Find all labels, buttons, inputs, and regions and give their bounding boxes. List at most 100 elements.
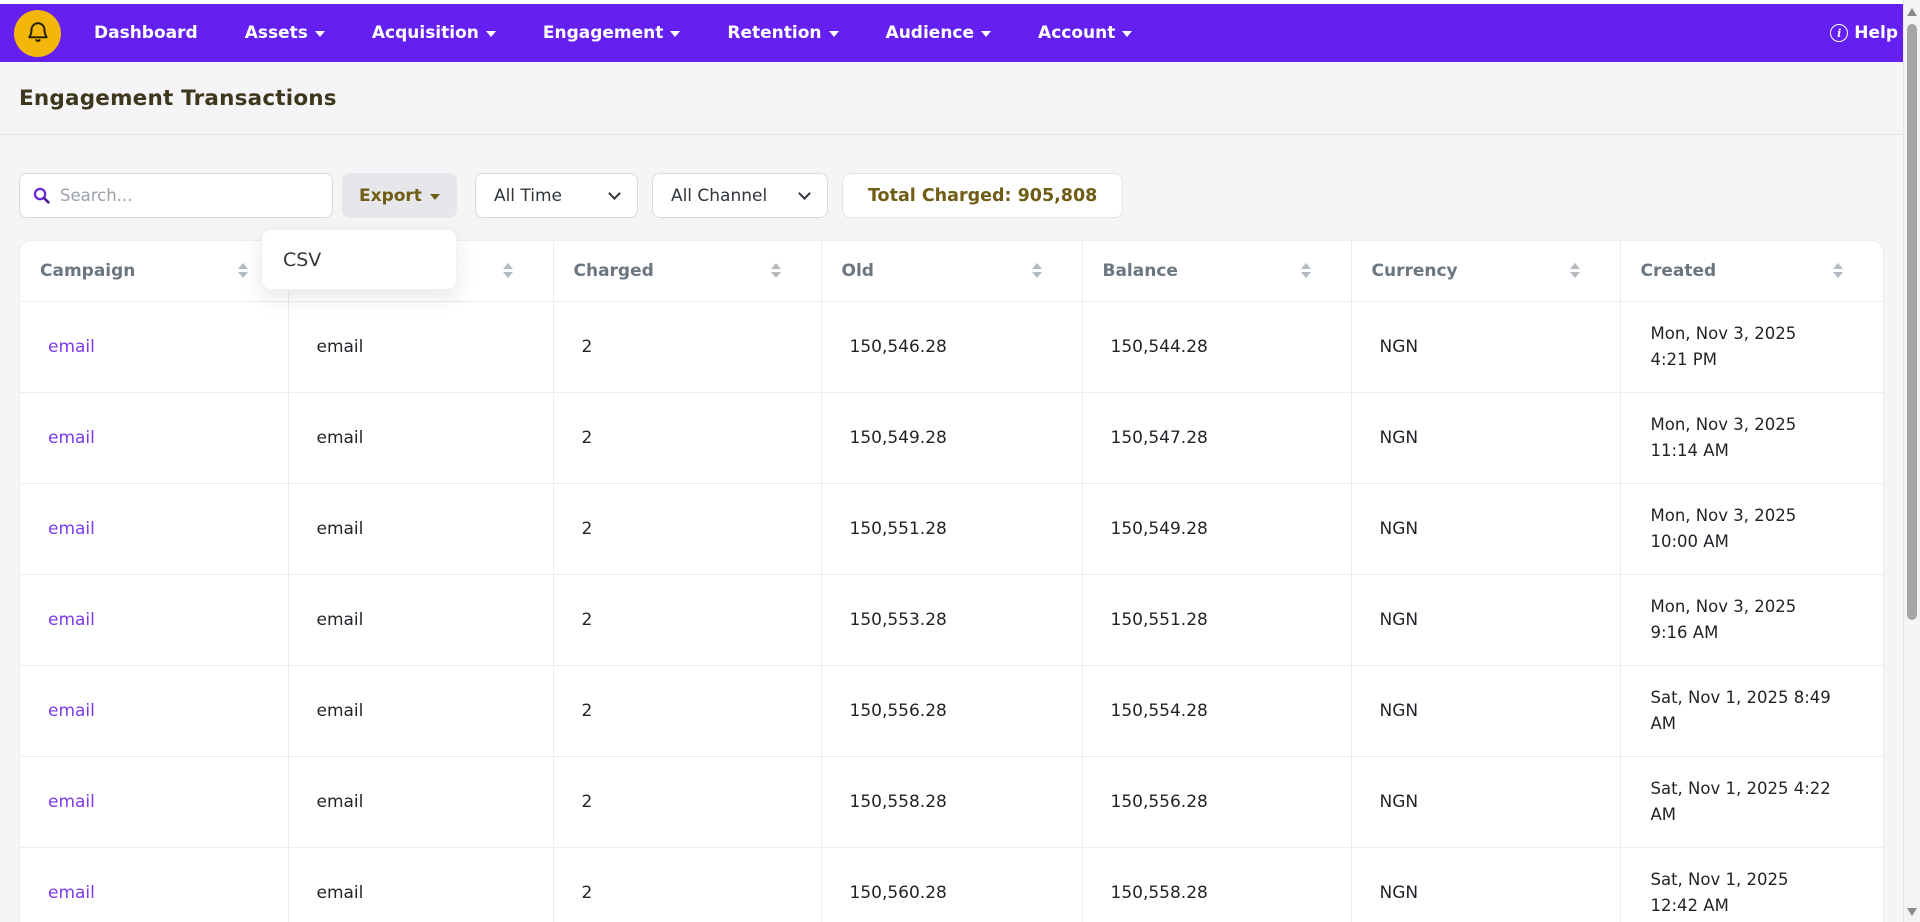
old-cell: 150,553.28 [821, 574, 1082, 665]
campaign-cell: email [20, 574, 288, 665]
table-body: emailemail2150,546.28150,544.28NGNMon, N… [20, 301, 1883, 922]
campaign-cell: email [20, 756, 288, 847]
column-label: Campaign [40, 261, 135, 281]
help-label: Help [1854, 23, 1898, 43]
transactions-table-card: Campaign Charged Old BalanceCurrency Created… [19, 240, 1884, 922]
help-button[interactable]: i Help [1830, 23, 1906, 43]
search-icon [32, 186, 51, 205]
created-cell: Sat, Nov 1, 2025 8:49 AM [1620, 665, 1883, 756]
caret-down-icon [315, 31, 325, 37]
column-header-balance[interactable]: Balance [1082, 241, 1351, 301]
scrollbar-down-arrow[interactable] [1907, 908, 1917, 916]
created-cell: Mon, Nov 3, 2025 4:21 PM [1620, 301, 1883, 392]
chevron-down-icon [798, 187, 811, 200]
bell-icon [25, 20, 51, 46]
campaign-link[interactable]: email [48, 337, 95, 357]
nav-item-assets[interactable]: Assets [245, 23, 325, 43]
time-filter-select[interactable]: All Time [475, 173, 638, 218]
notification-bell-button[interactable] [14, 10, 61, 57]
created-cell: Sat, Nov 1, 2025 12:42 AM [1620, 847, 1883, 922]
scrollbar-up-arrow[interactable] [1907, 8, 1917, 16]
column-header-charged[interactable]: Charged [553, 241, 821, 301]
campaign-link[interactable]: email [48, 701, 95, 721]
caret-down-icon [670, 31, 680, 37]
nav-item-account[interactable]: Account [1038, 23, 1132, 43]
charged-cell: 2 [553, 665, 821, 756]
nav-item-dashboard[interactable]: Dashboard [94, 23, 198, 43]
charged-cell: 2 [553, 301, 821, 392]
charged-cell: 2 [553, 574, 821, 665]
charged-cell: 2 [553, 756, 821, 847]
nav-item-label: Engagement [543, 23, 664, 43]
balance-cell: 150,547.28 [1082, 392, 1351, 483]
old-cell: 150,549.28 [821, 392, 1082, 483]
nav-item-engagement[interactable]: Engagement [543, 23, 681, 43]
export-button[interactable]: Export [342, 173, 457, 218]
table-row: emailemail2150,551.28150,549.28NGNMon, N… [20, 483, 1883, 574]
nav-item-label: Dashboard [94, 23, 198, 43]
old-cell: 150,546.28 [821, 301, 1082, 392]
time-filter-value: All Time [494, 186, 562, 206]
scrollbar-thumb[interactable] [1907, 24, 1917, 620]
channel-filter-value: All Channel [671, 186, 767, 206]
sort-icon[interactable] [503, 263, 513, 278]
charged-cell: 2 [553, 392, 821, 483]
filter-row: Export CSV All Time All Channel Total Ch… [19, 173, 1884, 218]
search-box [19, 173, 333, 218]
currency-cell: NGN [1351, 756, 1620, 847]
column-header-old[interactable]: Old [821, 241, 1082, 301]
table-row: emailemail2150,556.28150,554.28NGNSat, N… [20, 665, 1883, 756]
currency-cell: NGN [1351, 301, 1620, 392]
created-cell: Mon, Nov 3, 2025 9:16 AM [1620, 574, 1883, 665]
sort-icon[interactable] [238, 263, 248, 278]
campaign-cell: email [20, 665, 288, 756]
chevron-down-icon [608, 187, 621, 200]
search-input[interactable] [60, 186, 320, 205]
sort-icon[interactable] [1032, 263, 1042, 278]
column-header-campaign[interactable]: Campaign [20, 241, 288, 301]
sort-icon[interactable] [771, 263, 781, 278]
campaign-link[interactable]: email [48, 610, 95, 630]
channel-cell: email [288, 574, 553, 665]
campaign-link[interactable]: email [48, 883, 95, 903]
channel-cell: email [288, 392, 553, 483]
table-row: emailemail2150,560.28150,558.28NGNSat, N… [20, 847, 1883, 922]
campaign-link[interactable]: email [48, 428, 95, 448]
sort-icon[interactable] [1570, 263, 1580, 278]
column-header-currency[interactable]: Currency [1351, 241, 1620, 301]
transactions-table: Campaign Charged Old BalanceCurrency Created… [20, 241, 1883, 922]
old-cell: 150,560.28 [821, 847, 1082, 922]
caret-down-icon [981, 31, 991, 37]
page: Engagement Transactions Export CSV [0, 62, 1903, 922]
balance-cell: 150,558.28 [1082, 847, 1351, 922]
nav-item-retention[interactable]: Retention [727, 23, 838, 43]
nav-item-label: Acquisition [372, 23, 479, 43]
caret-down-icon [430, 194, 440, 200]
page-scrollbar[interactable] [1903, 0, 1920, 922]
sort-icon[interactable] [1301, 263, 1311, 278]
old-cell: 150,556.28 [821, 665, 1082, 756]
nav-item-audience[interactable]: Audience [886, 23, 992, 43]
channel-cell: email [288, 665, 553, 756]
column-label: Old [842, 261, 874, 281]
campaign-link[interactable]: email [48, 792, 95, 812]
old-cell: 150,551.28 [821, 483, 1082, 574]
campaign-cell: email [20, 392, 288, 483]
navbar: Dashboard Assets Acquisition Engagement Rete… [0, 4, 1920, 62]
export-csv-menu-item[interactable]: CSV [262, 249, 456, 271]
campaign-cell: email [20, 847, 288, 922]
sort-icon[interactable] [1833, 263, 1843, 278]
campaign-cell: email [20, 301, 288, 392]
campaign-link[interactable]: email [48, 519, 95, 539]
nav-item-acquisition[interactable]: Acquisition [372, 23, 496, 43]
channel-cell: email [288, 301, 553, 392]
channel-filter-select[interactable]: All Channel [652, 173, 828, 218]
balance-cell: 150,544.28 [1082, 301, 1351, 392]
column-header-created[interactable]: Created [1620, 241, 1883, 301]
channel-cell: email [288, 756, 553, 847]
column-label: Created [1641, 261, 1717, 281]
column-label: Charged [574, 261, 654, 281]
caret-down-icon [1122, 31, 1132, 37]
currency-cell: NGN [1351, 574, 1620, 665]
content: Export CSV All Time All Channel Total Ch… [0, 173, 1903, 922]
